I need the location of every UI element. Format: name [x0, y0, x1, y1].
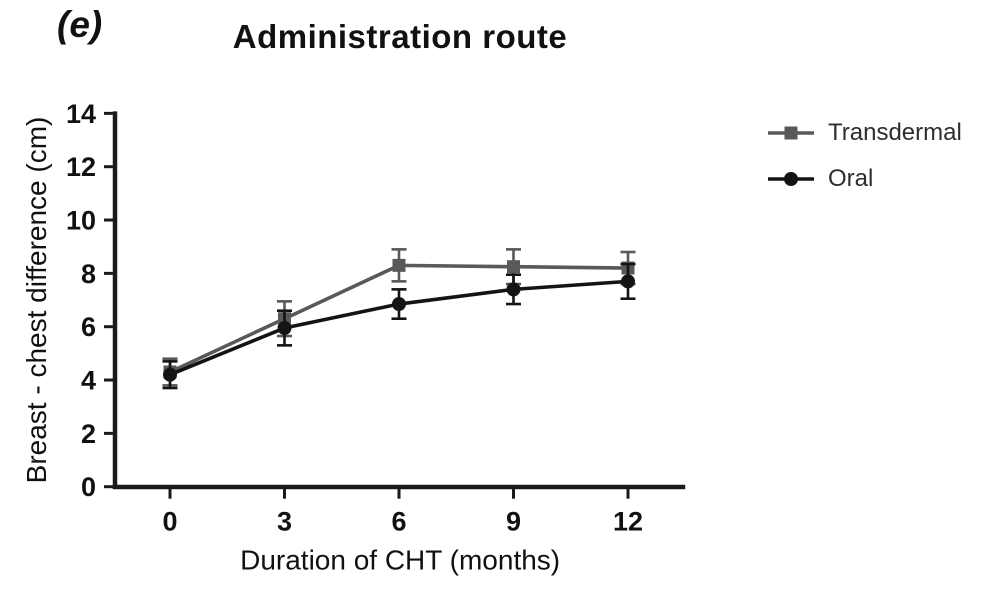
- x-tick-label: 0: [162, 507, 177, 537]
- legend-marker-square-icon: [784, 126, 798, 140]
- x-tick-label: 3: [277, 507, 292, 537]
- transdermal-line-marker-icon: [768, 126, 814, 140]
- legend-label-transdermal: Transdermal: [828, 119, 962, 146]
- legend-item-transdermal: Transdermal: [766, 114, 962, 152]
- legend-item-oral: Oral: [766, 160, 962, 198]
- data-point-oral-month-9: [506, 282, 521, 297]
- y-tick-label: 2: [81, 419, 96, 449]
- panel-label: (e): [57, 4, 103, 45]
- y-tick-label: 0: [81, 472, 96, 502]
- data-point-oral-month-3: [277, 321, 292, 336]
- x-tick-label: 6: [391, 507, 406, 537]
- y-tick-label: 14: [66, 99, 96, 129]
- y-tick-label: 6: [81, 312, 96, 342]
- chart-title: Administration route: [232, 18, 568, 55]
- data-point-oral-month-6: [391, 297, 406, 312]
- y-tick-label: 10: [66, 206, 96, 236]
- x-tick-label: 9: [506, 507, 521, 537]
- legend-marker-circle-icon: [784, 172, 798, 186]
- data-point-oral-month-0: [163, 367, 177, 382]
- x-axis-title: Duration of CHT (months): [240, 545, 560, 576]
- legend: Transdermal Oral: [766, 114, 962, 198]
- legend-label-oral: Oral: [828, 165, 874, 192]
- y-axis-title: Breast - chest difference (cm): [21, 117, 52, 484]
- data-point-oral-month-12: [620, 274, 635, 289]
- y-tick-label: 12: [66, 152, 96, 182]
- oral-line-marker-icon: [768, 172, 814, 186]
- data-point-transdermal-month-9: [506, 260, 520, 274]
- data-point-transdermal-month-6: [392, 258, 406, 272]
- y-tick-label: 8: [81, 259, 96, 289]
- y-tick-label: 4: [81, 366, 96, 396]
- x-tick-label: 12: [613, 507, 643, 537]
